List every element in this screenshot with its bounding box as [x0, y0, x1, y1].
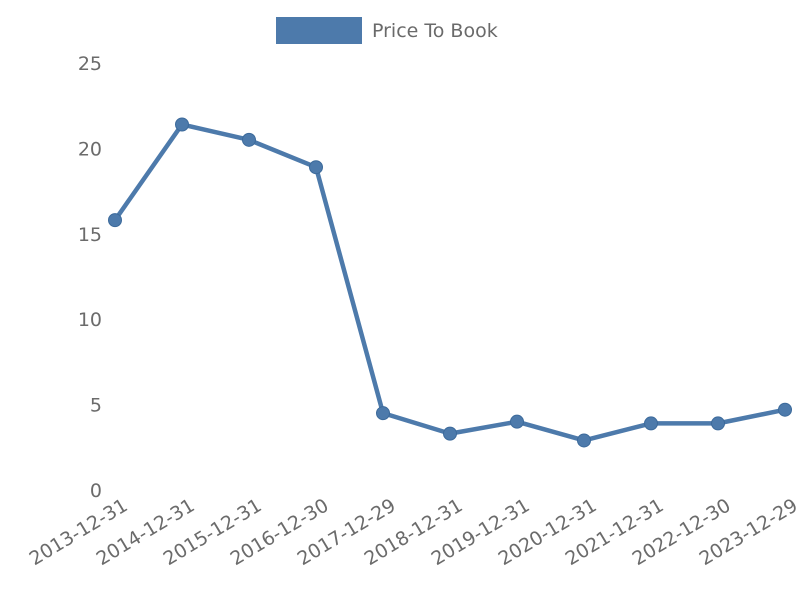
data-point	[577, 433, 591, 448]
data-point	[108, 213, 122, 228]
y-tick-label: 15	[78, 224, 102, 246]
legend-swatch	[276, 17, 362, 44]
data-point	[443, 426, 457, 441]
data-point	[242, 132, 256, 147]
y-tick-label: 0	[90, 480, 102, 502]
data-point	[309, 160, 323, 175]
y-tick-label: 25	[78, 53, 102, 75]
data-point	[778, 402, 792, 417]
legend-label: Price To Book	[372, 19, 498, 42]
data-point	[711, 416, 725, 431]
data-point	[644, 416, 658, 431]
data-point	[175, 117, 189, 132]
data-point	[376, 406, 390, 421]
legend: Price To Book	[276, 17, 498, 44]
line-series	[112, 122, 788, 443]
y-tick-label: 5	[90, 395, 102, 417]
data-point	[510, 414, 524, 429]
y-tick-label: 20	[78, 138, 102, 160]
y-tick-label: 10	[78, 309, 102, 331]
